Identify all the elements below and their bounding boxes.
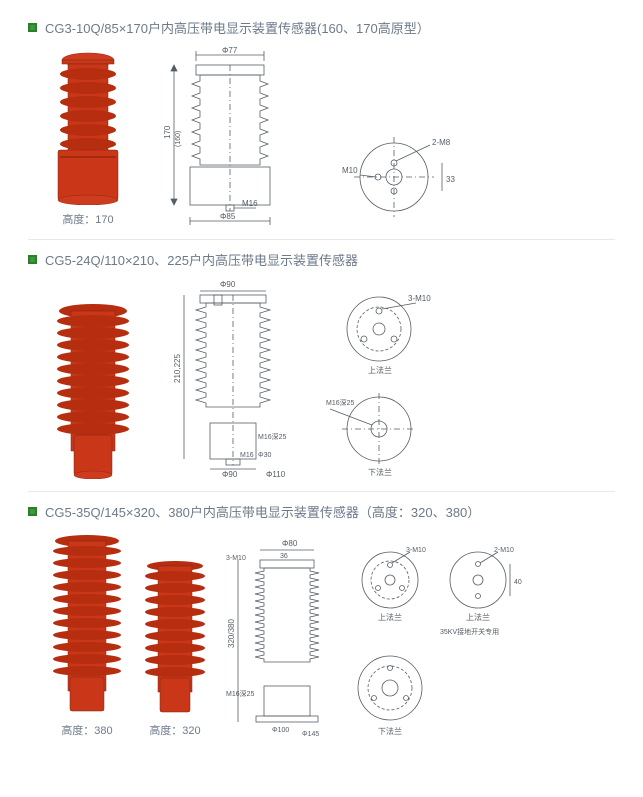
dim-bot: Φ145	[302, 731, 319, 738]
section-title: CG5-24Q/110×210、225户内高压带电显示装置传感器	[45, 250, 358, 269]
flange-views: 3-M10 上法兰 2-M10 40 上法兰 35KV接地开关专用	[348, 538, 528, 738]
flange-bot-label: 下法兰	[378, 726, 402, 736]
top-view-diagram: 2-M8 M10 33	[324, 127, 474, 227]
bullet-icon	[28, 23, 37, 32]
dim-m16d: M16深25	[326, 398, 355, 407]
insulator-photo-svg	[48, 299, 138, 479]
dim-2m8: 2-M8	[432, 138, 451, 147]
dim-40: 40	[514, 579, 522, 586]
dim-height: 210,225	[173, 354, 182, 383]
section-cg3-10q: CG3-10Q/85×170户内高压带电显示装置传感器(160、170高原型）	[28, 18, 615, 227]
flange-top-label: 上法兰	[368, 365, 392, 375]
dim-m16: M16	[242, 199, 258, 208]
section-header: CG3-10Q/85×170户内高压带电显示装置传感器(160、170高原型）	[28, 18, 615, 37]
dim-top-dia: Φ90	[220, 280, 236, 289]
dim-m10: M10	[342, 166, 358, 175]
dim-36: 36	[280, 553, 288, 560]
section-row: Φ90 210,225 M16 Φ30 Φ90 Φ110 M16深25	[28, 279, 615, 479]
photo-caption: 高度：320	[149, 722, 200, 738]
dim-height: 320/380	[227, 619, 236, 648]
flange-top2-label: 上法兰	[466, 612, 490, 622]
dim-phi30: Φ30	[258, 452, 271, 459]
section-row: 高度：380 高度：320	[28, 531, 615, 738]
dim-bot-dia: Φ110	[266, 470, 286, 479]
divider	[28, 491, 615, 492]
product-photo-380: 高度：380	[48, 531, 126, 738]
elevation-svg: Φ80 36 3-M10 320/380 M16深25 Φ100 Φ145	[224, 538, 334, 738]
dim-inner: Φ100	[272, 727, 289, 734]
dim-height: 170	[163, 125, 172, 139]
elevation-diagram: Φ80 36 3-M10 320/380 M16深25 Φ100 Φ145	[224, 538, 334, 738]
section-title: CG3-10Q/85×170户内高压带电显示装置传感器(160、170高原型）	[45, 18, 430, 37]
flange-views: 3-M10 上法兰 M16深25 下法兰	[324, 289, 444, 479]
dim-3m10: 3-M10	[226, 555, 246, 562]
bullet-icon	[28, 255, 37, 264]
section-header: CG5-35Q/145×320、380户内高压带电显示装置传感器（高度：320、…	[28, 502, 615, 521]
flange-top-label: 上法兰	[378, 612, 402, 622]
elevation-svg: Φ90 210,225 M16 Φ30 Φ90 Φ110 M16深25	[166, 279, 296, 479]
section-cg5-35q: CG5-35Q/145×320、380户内高压带电显示装置传感器（高度：320、…	[28, 502, 615, 738]
dim-m16d: M16深25	[226, 689, 255, 698]
photo-caption: 高度：170	[62, 211, 113, 227]
elevation-svg: Φ77 170 (160) M16	[156, 47, 296, 227]
note-35kv: 35KV接地开关专用	[440, 627, 499, 636]
flange-bot-label: 下法兰	[368, 467, 392, 477]
flange-svg: 3-M10 上法兰 2-M10 40 上法兰 35KV接地开关专用	[348, 538, 528, 738]
section-header: CG5-24Q/110×210、225户内高压带电显示装置传感器	[28, 250, 615, 269]
dim-bot-dia: Φ85	[220, 212, 236, 221]
dim-inner-dia: Φ90	[222, 470, 238, 479]
elevation-diagram: Φ77 170 (160) M16	[156, 47, 296, 227]
dim-3m10: 3-M10	[408, 294, 431, 303]
dim-m16: M16	[240, 452, 254, 459]
section-title: CG5-35Q/145×320、380户内高压带电显示装置传感器（高度：320、…	[45, 502, 480, 521]
dim-m16depth: M16深25	[258, 432, 287, 441]
product-photo-320: 高度：320	[140, 556, 210, 738]
insulator-photo-svg	[140, 556, 210, 716]
photo-caption: 高度：380	[61, 722, 112, 738]
insulator-photo-svg	[48, 531, 126, 716]
product-photo	[48, 299, 138, 479]
divider	[28, 239, 615, 240]
insulator-photo-svg	[48, 50, 128, 205]
dim-top-dia: Φ77	[222, 47, 238, 55]
dim-height-paren: (160)	[175, 131, 182, 147]
section-cg5-24q: CG5-24Q/110×210、225户内高压带电显示装置传感器	[28, 250, 615, 479]
dim-33: 33	[446, 175, 455, 184]
topview-svg: 2-M8 M10 33	[324, 127, 474, 227]
flange-svg: 3-M10 上法兰 M16深25 下法兰	[324, 289, 444, 479]
section-row: 高度：170 Φ77 170	[28, 47, 615, 227]
dim-top-dia: Φ80	[282, 539, 298, 548]
elevation-diagram: Φ90 210,225 M16 Φ30 Φ90 Φ110 M16深25	[166, 279, 296, 479]
product-photo: 高度：170	[48, 50, 128, 227]
bullet-icon	[28, 507, 37, 516]
